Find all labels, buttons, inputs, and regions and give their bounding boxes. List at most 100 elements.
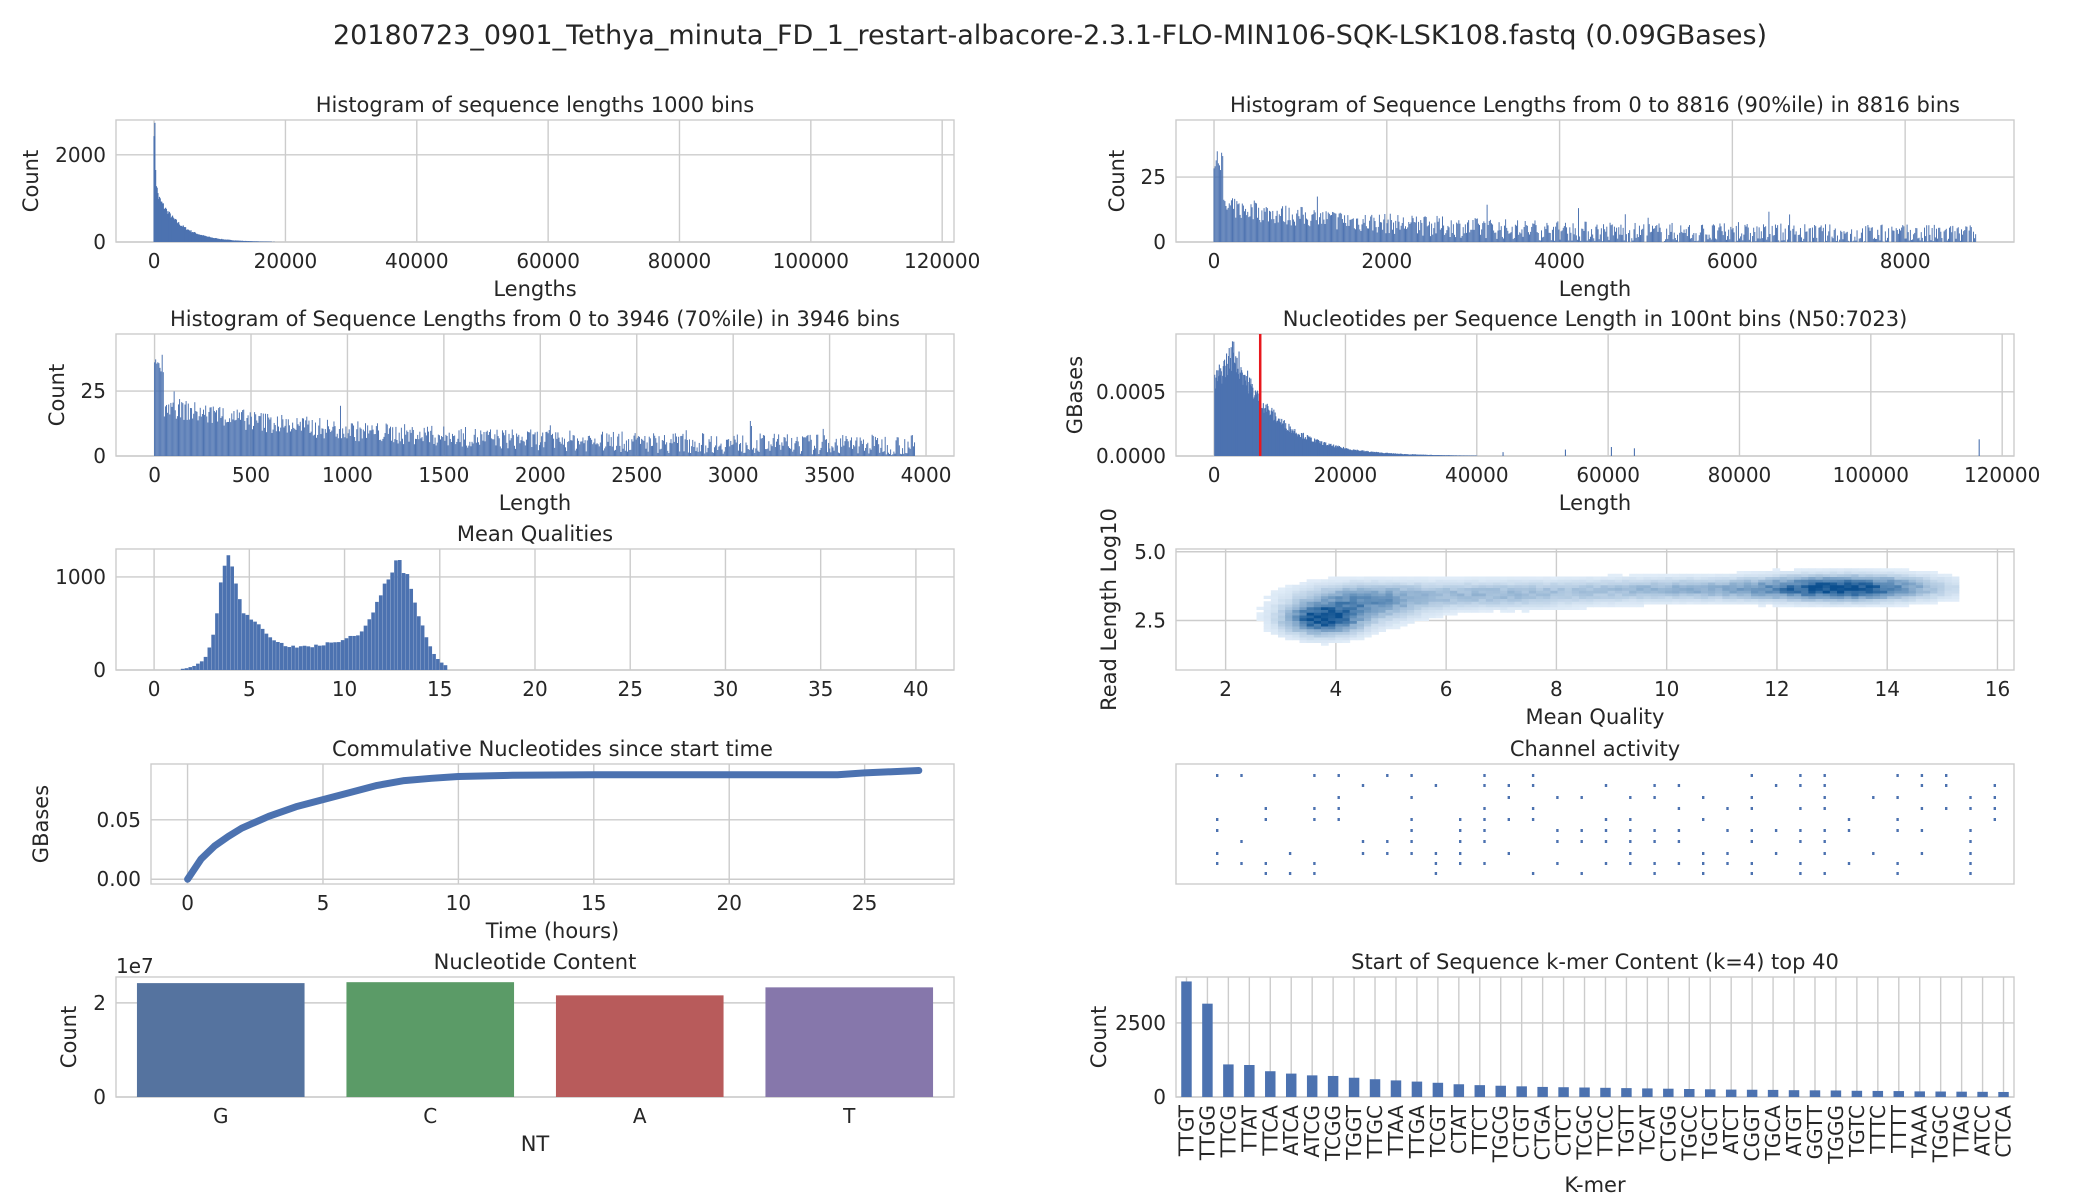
heatmap-cell xyxy=(1528,601,1537,605)
heatmap-cell xyxy=(1378,587,1386,591)
heatmap-cell xyxy=(1407,606,1415,610)
histogram-bar xyxy=(515,448,517,456)
heatmap-cell xyxy=(1421,579,1430,583)
heatmap-cell xyxy=(1743,601,1752,605)
x-tick-label: TGGC xyxy=(1929,1105,1953,1163)
heatmap-cell xyxy=(1736,593,1745,597)
histogram-bar xyxy=(159,367,161,456)
histogram-bar xyxy=(1424,216,1426,242)
histogram-bar xyxy=(1438,218,1440,242)
heatmap-cell xyxy=(1643,576,1652,580)
histogram-bar xyxy=(1282,423,1284,456)
histogram-bar xyxy=(1666,228,1668,242)
heatmap-cell xyxy=(1636,593,1645,597)
heatmap-cell xyxy=(1607,573,1616,577)
y-tick-label: 0 xyxy=(93,658,106,682)
histogram-bar xyxy=(267,413,269,456)
histogram-bar xyxy=(1599,234,1601,242)
heatmap-cell xyxy=(1485,593,1494,597)
heatmap-cell xyxy=(1708,601,1716,605)
heatmap-cell xyxy=(1743,582,1752,586)
histogram-bar xyxy=(1273,219,1275,242)
histogram-bar xyxy=(367,425,369,456)
histogram-bar xyxy=(325,642,330,670)
histogram-bar xyxy=(337,438,339,456)
channel-dot xyxy=(1677,862,1681,865)
histogram-bar xyxy=(248,424,250,456)
heatmap-cell xyxy=(1837,598,1845,602)
heatmap-cell xyxy=(1356,620,1365,624)
histogram-bar xyxy=(257,624,261,670)
histogram-bar xyxy=(1243,374,1245,456)
histogram-bar xyxy=(864,450,866,456)
heatmap-cell xyxy=(1686,573,1695,577)
histogram-bar xyxy=(1868,227,1870,242)
histogram-bar xyxy=(491,438,493,456)
histogram-bar xyxy=(1253,397,1255,456)
heatmap-cell xyxy=(1349,617,1358,621)
histogram-bar xyxy=(1463,233,1465,242)
histogram-bar xyxy=(419,431,421,456)
histogram-bar xyxy=(1659,227,1661,242)
histogram-bar xyxy=(1449,237,1451,242)
heatmap-cell xyxy=(1335,612,1343,616)
histogram-bar xyxy=(314,422,316,456)
histogram-bar xyxy=(1952,225,1954,242)
heatmap-cell xyxy=(1872,595,1881,599)
heatmap-cell xyxy=(1493,604,1501,608)
histogram-bar xyxy=(202,235,204,242)
histogram-bar xyxy=(294,428,296,456)
channel-dot xyxy=(1799,829,1802,832)
histogram-bar xyxy=(165,208,167,242)
histogram-bar xyxy=(1926,225,1928,242)
histogram-bar xyxy=(537,450,539,456)
heatmap-cell xyxy=(1650,595,1659,599)
heatmap-cell xyxy=(1622,598,1630,602)
histogram-bar xyxy=(1681,231,1683,242)
channel-dot xyxy=(1216,774,1219,777)
histogram-bar xyxy=(1382,452,1384,456)
histogram-bar xyxy=(830,452,832,456)
heatmap-cell xyxy=(1335,628,1343,632)
histogram-bar xyxy=(700,444,702,456)
histogram-bar xyxy=(668,453,670,456)
histogram-bar xyxy=(232,240,234,242)
histogram-bar xyxy=(1406,454,1408,456)
histogram-bar xyxy=(1436,455,1438,456)
histogram-bar xyxy=(1608,240,1610,242)
heatmap-cell xyxy=(1736,598,1745,602)
heatmap-cell xyxy=(1887,573,1895,577)
histogram-bar xyxy=(169,213,171,242)
histogram-bar xyxy=(1224,359,1226,456)
histogram-bar xyxy=(1931,228,1933,242)
heatmap-cell xyxy=(1894,601,1903,605)
histogram-bar xyxy=(386,579,391,670)
histogram-bar xyxy=(755,448,757,456)
channel-dot xyxy=(1361,784,1365,787)
histogram-bar xyxy=(1455,455,1457,456)
histogram-bar xyxy=(228,421,229,456)
channel-dot xyxy=(1799,774,1802,777)
histogram-bar xyxy=(1534,220,1536,242)
histogram-bar xyxy=(1804,224,1806,242)
histogram-bar xyxy=(1492,224,1494,242)
heatmap-cell xyxy=(1500,595,1508,599)
histogram-bar xyxy=(260,241,262,242)
heatmap-cell xyxy=(1528,595,1537,599)
histogram-bar xyxy=(199,661,204,670)
kmer-bar xyxy=(1998,1091,2009,1097)
histogram-bar xyxy=(1913,234,1915,242)
channel-dot xyxy=(1459,862,1462,865)
x-tick-label: 40000 xyxy=(385,249,449,273)
heatmap-cell xyxy=(1342,598,1351,602)
x-tick-label: 35 xyxy=(808,677,833,701)
heatmap-cell xyxy=(1622,601,1630,605)
histogram-bar xyxy=(1453,455,1456,456)
heatmap-cell xyxy=(1944,598,1953,602)
histogram-bar xyxy=(457,438,459,456)
histogram-bar xyxy=(1363,222,1365,242)
histogram-bar xyxy=(242,240,244,242)
histogram-bar xyxy=(847,441,849,456)
histogram-bar xyxy=(1401,453,1403,456)
histogram-bar xyxy=(164,406,166,456)
